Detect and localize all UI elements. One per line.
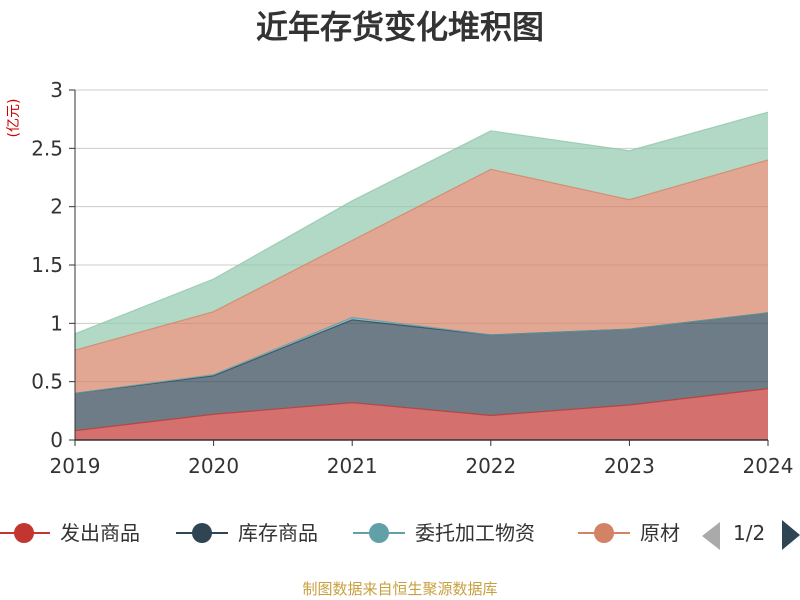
x-tick-label: 2021	[327, 454, 378, 478]
legend-marker	[369, 523, 389, 543]
legend-page-indicator: 1/2	[733, 521, 765, 545]
legend-item[interactable]: 库存商品	[176, 521, 318, 545]
y-tick-label: 0	[50, 428, 63, 452]
legend-label: 发出商品	[60, 521, 140, 545]
legend-marker	[594, 523, 614, 543]
legend-item[interactable]: 委托加工物资	[353, 521, 535, 545]
y-tick-label: 2.5	[31, 136, 63, 160]
line-series-3	[74, 312, 769, 394]
x-tick-label: 2019	[50, 454, 101, 478]
area-series-5	[75, 112, 768, 351]
y-tick-label: 1	[50, 311, 63, 335]
legend-item[interactable]: 发出商品	[0, 521, 140, 545]
legend-label: 委托加工物资	[415, 521, 535, 545]
x-tick-label: 2022	[465, 454, 516, 478]
y-tick-label: 0.5	[31, 370, 63, 394]
legend-next-page-icon[interactable]	[782, 520, 800, 550]
area-series-4	[75, 160, 768, 394]
line-series-4	[74, 159, 769, 351]
source-note: 制图数据来自恒生聚源数据库	[302, 580, 497, 598]
legend-label: 库存商品	[238, 521, 318, 545]
legend-marker	[14, 523, 34, 543]
legend-prev-page-icon[interactable]	[702, 522, 720, 550]
y-tick-label: 1.5	[31, 253, 63, 277]
x-tick-label: 2023	[604, 454, 655, 478]
chart-title: 近年存货变化堆积图	[256, 8, 544, 46]
x-tick-label: 2024	[743, 454, 794, 478]
y-tick-label: 3	[50, 78, 63, 102]
y-axis-unit: (亿元)	[6, 99, 22, 138]
area-series-1	[75, 388, 768, 440]
line-series-5	[74, 111, 769, 335]
area-series-2	[75, 312, 768, 431]
legend-marker	[192, 523, 212, 543]
legend-label: 原材	[640, 521, 680, 545]
line-series-1	[74, 388, 769, 432]
x-tick-label: 2020	[188, 454, 239, 478]
y-tick-label: 2	[50, 195, 63, 219]
legend-item[interactable]: 原材	[578, 521, 680, 545]
